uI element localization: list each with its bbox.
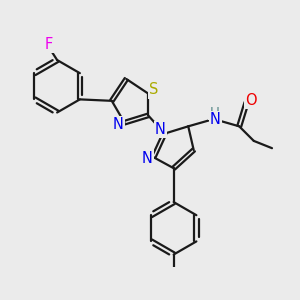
Text: N: N xyxy=(112,117,123,132)
Text: N: N xyxy=(142,151,152,166)
Text: S: S xyxy=(149,82,159,98)
Text: O: O xyxy=(245,93,257,108)
Text: N: N xyxy=(210,112,221,127)
Text: N: N xyxy=(155,122,166,137)
Text: F: F xyxy=(45,37,53,52)
Text: H: H xyxy=(209,106,219,119)
